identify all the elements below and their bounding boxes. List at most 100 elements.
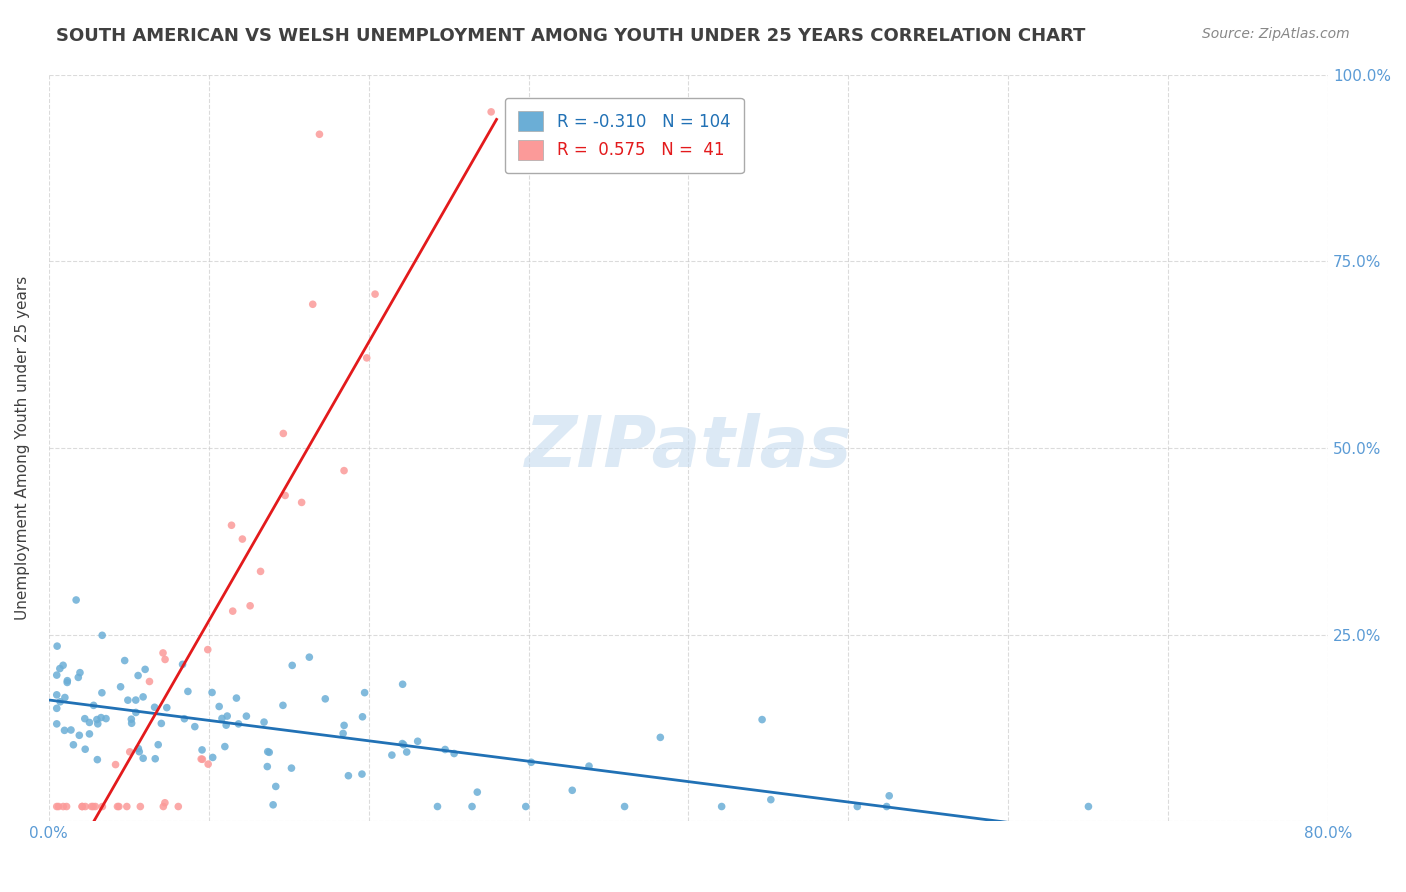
Text: SOUTH AMERICAN VS WELSH UNEMPLOYMENT AMONG YOUTH UNDER 25 YEARS CORRELATION CHAR: SOUTH AMERICAN VS WELSH UNEMPLOYMENT AMO…	[56, 27, 1085, 45]
Point	[104, 757, 127, 772]
Point	[117, 693, 139, 707]
Point	[90, 710, 112, 724]
Point	[443, 747, 465, 761]
Point	[172, 657, 194, 672]
Point	[53, 690, 76, 705]
Point	[127, 741, 149, 756]
Point	[69, 665, 91, 680]
Point	[235, 709, 257, 723]
Point	[381, 748, 404, 763]
Point	[479, 104, 502, 119]
Point	[59, 723, 82, 737]
Point	[406, 734, 429, 748]
Point	[45, 688, 67, 702]
Point	[121, 716, 143, 731]
Point	[201, 685, 224, 699]
Point	[48, 799, 70, 814]
Point	[353, 686, 375, 700]
Point	[53, 723, 76, 738]
Point	[515, 799, 537, 814]
Point	[262, 797, 284, 812]
Point	[876, 799, 898, 814]
Point	[231, 532, 253, 546]
Point	[132, 690, 155, 704]
Point	[70, 799, 93, 814]
Point	[877, 789, 900, 803]
Point	[153, 796, 176, 810]
Point	[120, 712, 142, 726]
Point	[152, 799, 174, 814]
Point	[67, 728, 90, 742]
Point	[75, 742, 97, 756]
Point	[208, 699, 231, 714]
Point	[333, 718, 356, 732]
Point	[221, 518, 243, 533]
Point	[153, 652, 176, 666]
Point	[391, 737, 413, 751]
Point	[45, 701, 67, 715]
Point	[143, 752, 166, 766]
Point	[308, 128, 330, 142]
Point	[465, 785, 488, 799]
Point	[395, 745, 418, 759]
Point	[225, 691, 247, 706]
Point	[52, 658, 75, 673]
Point	[846, 799, 869, 814]
Point	[197, 757, 219, 772]
Point	[156, 700, 179, 714]
Point	[87, 716, 110, 731]
Point	[201, 750, 224, 764]
Point	[298, 650, 321, 665]
Point	[222, 604, 245, 618]
Point	[90, 686, 112, 700]
Point	[253, 715, 276, 730]
Point	[49, 695, 72, 709]
Point	[110, 680, 132, 694]
Point	[249, 565, 271, 579]
Point	[217, 709, 239, 723]
Point	[62, 738, 84, 752]
Point	[211, 711, 233, 725]
Point	[264, 780, 287, 794]
Point	[128, 745, 150, 759]
Point	[710, 799, 733, 814]
Point	[352, 710, 374, 724]
Point	[108, 799, 131, 814]
Point	[75, 799, 97, 814]
Point	[73, 712, 96, 726]
Point	[197, 642, 219, 657]
Point	[392, 738, 415, 752]
Point	[70, 799, 93, 814]
Point	[239, 599, 262, 613]
Point	[86, 713, 108, 727]
Point	[271, 698, 294, 713]
Point	[356, 351, 378, 365]
Point	[91, 628, 114, 642]
Point	[67, 670, 90, 684]
Point	[65, 593, 87, 607]
Text: ZIPatlas: ZIPatlas	[524, 414, 852, 483]
Point	[291, 495, 314, 509]
Point	[256, 759, 278, 773]
Point	[143, 700, 166, 714]
Point	[461, 799, 484, 814]
Point	[45, 799, 67, 814]
Point	[332, 726, 354, 740]
Point	[578, 759, 600, 773]
Point	[56, 673, 79, 688]
Point	[79, 727, 101, 741]
Point	[184, 720, 207, 734]
Point	[257, 745, 280, 759]
Point	[118, 745, 141, 759]
Point	[314, 691, 336, 706]
Point	[152, 646, 174, 660]
Point	[751, 713, 773, 727]
Point	[228, 717, 250, 731]
Point	[613, 799, 636, 814]
Point	[84, 799, 107, 814]
Point	[129, 799, 152, 814]
Point	[52, 799, 75, 814]
Point	[333, 464, 356, 478]
Point	[391, 677, 413, 691]
Point	[190, 752, 212, 766]
